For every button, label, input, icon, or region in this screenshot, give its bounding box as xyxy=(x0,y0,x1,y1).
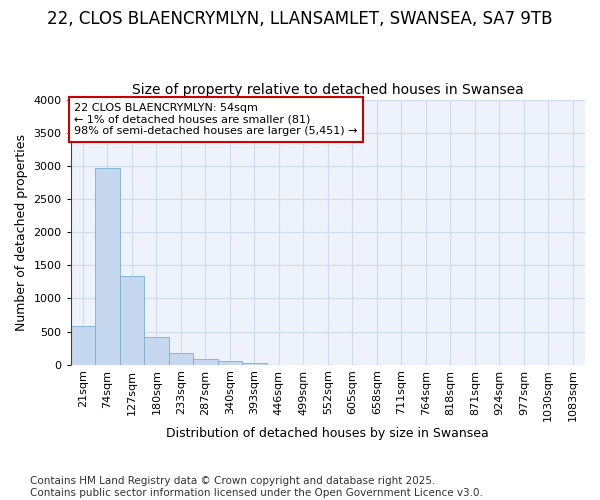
Text: 22, CLOS BLAENCRYMLYN, LLANSAMLET, SWANSEA, SA7 9TB: 22, CLOS BLAENCRYMLYN, LLANSAMLET, SWANS… xyxy=(47,10,553,28)
Title: Size of property relative to detached houses in Swansea: Size of property relative to detached ho… xyxy=(132,83,524,97)
Bar xyxy=(193,358,218,364)
Text: Contains HM Land Registry data © Crown copyright and database right 2025.
Contai: Contains HM Land Registry data © Crown c… xyxy=(30,476,483,498)
Bar xyxy=(144,337,169,364)
Bar xyxy=(218,362,242,364)
Bar xyxy=(242,362,266,364)
Bar xyxy=(119,276,144,364)
X-axis label: Distribution of detached houses by size in Swansea: Distribution of detached houses by size … xyxy=(166,427,489,440)
Bar xyxy=(169,353,193,364)
Bar xyxy=(95,168,119,364)
Bar xyxy=(71,326,95,364)
Y-axis label: Number of detached properties: Number of detached properties xyxy=(15,134,28,330)
Text: 22 CLOS BLAENCRYMLYN: 54sqm
← 1% of detached houses are smaller (81)
98% of semi: 22 CLOS BLAENCRYMLYN: 54sqm ← 1% of deta… xyxy=(74,103,358,136)
